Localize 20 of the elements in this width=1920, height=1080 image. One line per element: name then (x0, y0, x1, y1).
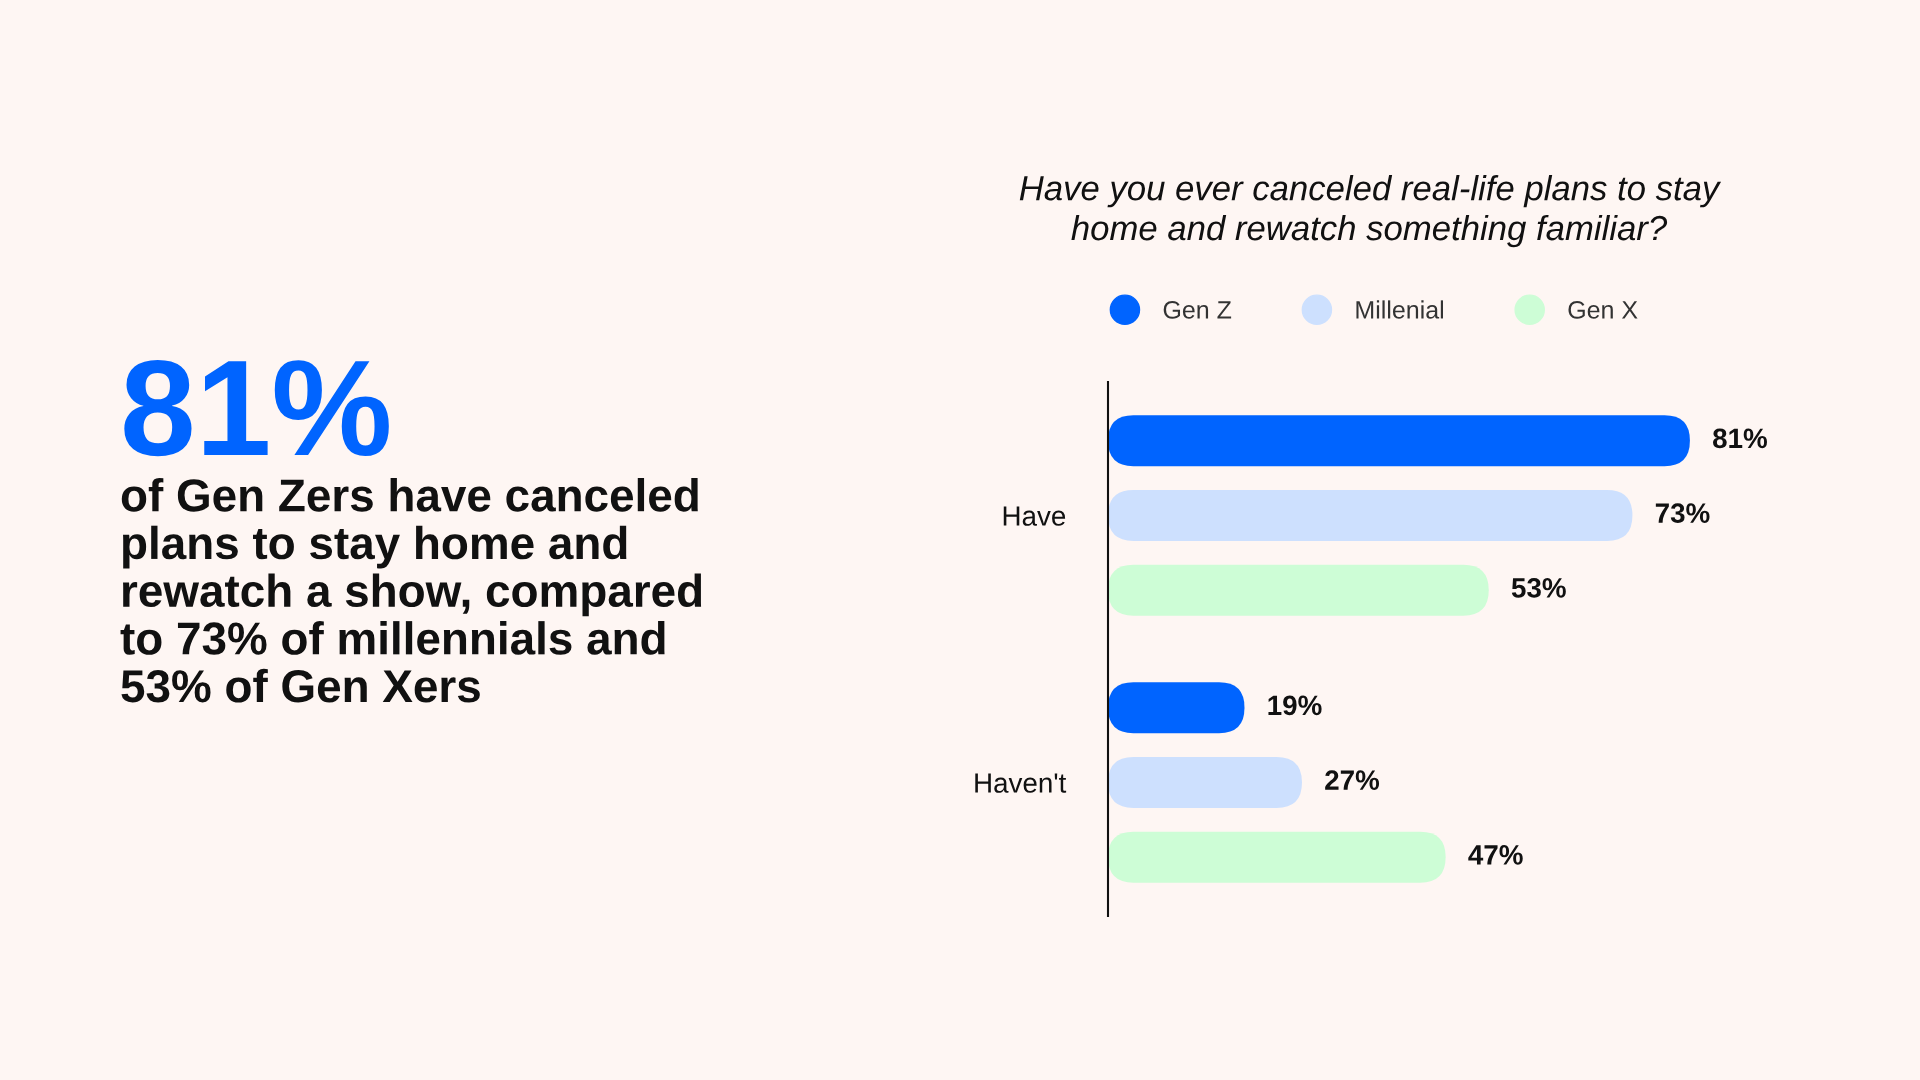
legend-label: Gen X (1568, 301, 1638, 319)
bar (1108, 415, 1690, 467)
bar (1108, 757, 1302, 808)
bar (1108, 564, 1489, 616)
bar (1108, 831, 1446, 883)
data-label: 47% (1468, 845, 1523, 865)
y-tick-label: Have (1003, 506, 1066, 526)
data-label: 53% (1511, 578, 1566, 598)
bar (1108, 682, 1245, 734)
data-label: 81% (1713, 428, 1767, 449)
chart-title: Have you ever canceled real-life plans to stay home and rewatch something familiar? (1019, 175, 1722, 248)
data-label: 19% (1268, 695, 1322, 716)
y-tick-label: Haven't (975, 773, 1067, 793)
legend-label: Gen Z (1163, 301, 1232, 319)
bar (1108, 490, 1633, 541)
data-label: 73% (1655, 503, 1710, 523)
text: of Gen Zers have canceled plans to stay home and rewatch a show, compared to 73% of millennials and 53% of Gen Xers (120, 478, 702, 703)
legend-label: Millenial (1356, 300, 1444, 319)
text: 81% (124, 359, 389, 457)
data-label: 27% (1325, 770, 1380, 790)
